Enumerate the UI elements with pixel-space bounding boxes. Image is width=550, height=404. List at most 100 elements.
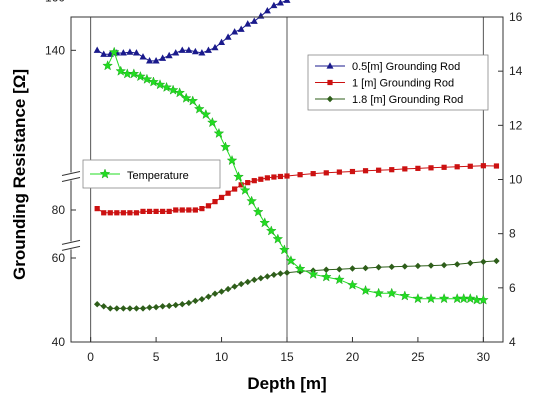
data-point <box>454 164 460 170</box>
data-point <box>438 293 450 304</box>
data-point <box>257 12 265 19</box>
data-point <box>237 25 245 32</box>
axis-breaks <box>61 170 81 251</box>
data-point <box>277 270 284 277</box>
data-point <box>334 274 345 285</box>
data-point <box>412 293 424 304</box>
data-point <box>493 257 500 265</box>
data-point <box>218 288 225 295</box>
data-point <box>307 268 319 279</box>
data-point <box>211 43 219 51</box>
y-right-tick-label: 8 <box>509 227 516 241</box>
data-point <box>226 154 238 166</box>
data-point <box>126 48 134 55</box>
legend-main: 0.5[m] Grounding Rod 1 [m] Grounding Rod 1… <box>307 54 489 111</box>
data-point <box>114 210 120 216</box>
x-tick-label: 30 <box>477 350 491 364</box>
data-point <box>139 53 147 60</box>
data-point <box>264 175 270 181</box>
data-point <box>464 293 476 304</box>
data-point <box>172 301 179 309</box>
data-point <box>440 261 448 269</box>
data-point <box>192 297 199 305</box>
data-point <box>323 170 329 176</box>
data-point <box>133 305 140 312</box>
data-point <box>480 163 486 169</box>
data-point <box>441 164 447 170</box>
x-tick-label: 10 <box>215 350 229 364</box>
legend-swatch-marker <box>326 95 334 103</box>
y-right-tick-label: 10 <box>509 173 523 187</box>
data-point <box>204 46 212 53</box>
data-point <box>179 301 186 308</box>
data-point <box>207 117 218 128</box>
data-point <box>212 199 218 205</box>
x-tick-label: 5 <box>153 350 160 364</box>
data-point <box>231 283 238 290</box>
x-axis-title: Depth [m] <box>247 374 326 393</box>
data-point <box>132 49 140 56</box>
axis-break-mark <box>61 176 81 182</box>
data-point <box>100 303 107 310</box>
x-tick-label: 15 <box>280 350 294 364</box>
y-right-axis-ticks: 4 6 8 10 12 14 16 <box>498 10 523 349</box>
data-point <box>478 294 489 305</box>
data-point <box>284 173 290 179</box>
data-point <box>133 210 140 216</box>
data-point <box>159 303 166 310</box>
data-point <box>283 269 291 276</box>
x-axis-ticks: 0 5 10 15 20 25 30 <box>87 337 490 364</box>
data-point <box>200 108 212 120</box>
legend-swatch-marker <box>99 168 111 179</box>
data-point <box>259 217 271 228</box>
data-point <box>399 290 411 301</box>
data-point <box>415 165 421 171</box>
data-point <box>297 172 303 178</box>
data-point <box>173 207 179 213</box>
data-point <box>231 28 239 35</box>
data-point <box>119 49 127 56</box>
legend-swatch-marker <box>327 79 333 86</box>
data-point <box>101 210 107 216</box>
data-point <box>283 0 291 3</box>
data-point <box>233 171 244 182</box>
data-point <box>127 210 133 216</box>
legend-temperature: Temperature <box>82 159 221 189</box>
data-point <box>205 293 212 300</box>
legend-label: 0.5[m] Grounding Rod <box>352 61 460 73</box>
data-point <box>126 305 134 312</box>
data-point <box>120 210 126 216</box>
data-point <box>258 176 264 182</box>
data-point <box>239 184 251 195</box>
data-point <box>250 17 258 24</box>
data-point <box>402 166 408 172</box>
legend-label: Temperature <box>127 170 189 182</box>
data-point <box>251 276 258 284</box>
data-point <box>141 73 153 84</box>
data-point <box>160 208 166 214</box>
data-point <box>232 186 238 192</box>
data-point <box>213 127 225 138</box>
data-point <box>467 259 474 267</box>
axis-break-mark <box>61 239 81 245</box>
data-point <box>198 295 206 303</box>
data-point <box>174 87 185 98</box>
data-point <box>264 273 271 280</box>
data-point <box>107 210 113 216</box>
y-left-tick-label: 80 <box>52 203 66 217</box>
data-point <box>263 6 271 14</box>
data-point <box>336 169 342 175</box>
y-right-tick-label: 6 <box>509 281 516 295</box>
data-point <box>179 207 185 213</box>
data-point <box>185 299 193 307</box>
data-point <box>167 84 179 95</box>
data-point <box>178 46 186 53</box>
data-point <box>113 305 121 312</box>
data-point <box>205 203 212 209</box>
data-point <box>425 293 437 304</box>
series-0-5-m-grounding-rod <box>93 0 291 64</box>
data-point <box>187 95 199 106</box>
data-point <box>192 207 198 213</box>
data-point <box>453 261 461 268</box>
